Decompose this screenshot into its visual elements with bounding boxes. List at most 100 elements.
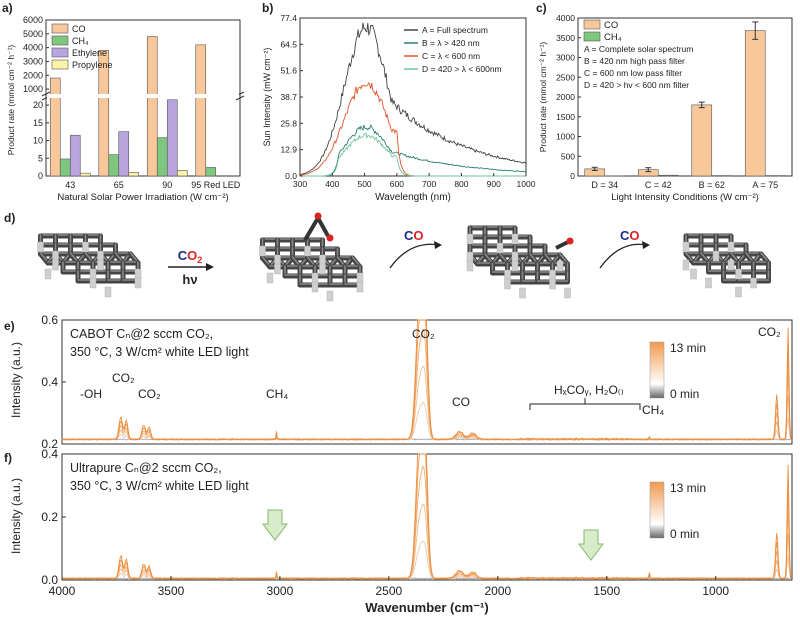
note-1: B = 420 nm high pass filter bbox=[584, 56, 685, 66]
ytick-0: 0.2 bbox=[41, 437, 58, 451]
bar-1-3 bbox=[205, 167, 217, 177]
bond-highlight bbox=[685, 252, 695, 263]
co2-adsorbate bbox=[303, 212, 334, 242]
hydrogen bbox=[97, 259, 104, 271]
hydrogen bbox=[311, 281, 319, 293]
panel-c-notes: A = Complete solar spectrum B = 420 nm hi… bbox=[584, 44, 693, 90]
panel-b: b) 0.0 12.9 25.8 38.7 51.6 64.5 77.4 300 400 500… bbox=[262, 1, 536, 203]
ytick-7: 3500 bbox=[556, 33, 575, 43]
product-co-2: CO bbox=[620, 228, 640, 243]
ytick-1: 12.9 bbox=[280, 145, 297, 155]
panel-b-frame bbox=[299, 17, 527, 177]
legend-swatch-0 bbox=[583, 19, 601, 30]
panel-e-spectra bbox=[61, 319, 792, 442]
ytick-2: 25.8 bbox=[280, 118, 297, 128]
panel-f-colorbar: 13 min 0 min bbox=[649, 481, 706, 541]
panel-f-ylabel: Intensity (a.u.) bbox=[9, 478, 23, 554]
legend-swatch-0 bbox=[51, 23, 69, 34]
ytick-3: 1500 bbox=[556, 112, 575, 122]
xtick-0: 43 bbox=[65, 180, 75, 190]
xtick-5: 1500 bbox=[593, 584, 620, 598]
hydrogen bbox=[735, 286, 742, 298]
anno-co2-a: CO₂ bbox=[112, 371, 135, 385]
legend-label-3: Propylene bbox=[72, 60, 113, 70]
ytick-up-5: 6000 bbox=[23, 15, 43, 25]
bar-0-2 bbox=[146, 36, 158, 177]
ytick-0: 0 bbox=[570, 171, 575, 181]
ytick-low-2: 10 bbox=[33, 136, 43, 146]
panel-e: e) 0.2 0.4 0.6 Intensity (a.u.) CABOT Cₙ@2… bbox=[4, 313, 793, 451]
hydrogen bbox=[549, 269, 556, 281]
spectrum-5 bbox=[61, 319, 792, 442]
ytick-0: 0.0 bbox=[285, 171, 297, 181]
hydrogen bbox=[690, 268, 697, 280]
colorbar-f bbox=[649, 481, 665, 539]
ytick-1: 0.2 bbox=[41, 510, 58, 524]
panel-c: c) 0 500 1000 1500 2000 2500 3000 3500 4000 D = … bbox=[536, 1, 793, 203]
down-arrow-hxco bbox=[578, 529, 604, 561]
condition-hv: hν bbox=[182, 272, 197, 287]
panel-b-yticks: 0.0 12.9 25.8 38.7 51.6 64.5 77.4 bbox=[280, 13, 303, 181]
panel-b-xticks: 300 400 500 600 700 800 900 1000 bbox=[293, 173, 536, 189]
co-adsorbate bbox=[555, 237, 574, 250]
xtick-2: B = 62 bbox=[699, 180, 725, 190]
hydrogen bbox=[104, 286, 112, 298]
ytick-2: 1000 bbox=[556, 132, 575, 142]
ytick-low-3: 15 bbox=[33, 118, 43, 128]
graphene-flake-2 bbox=[259, 237, 364, 302]
ytick-5: 2500 bbox=[556, 72, 575, 82]
panel-c-xticks: D = 34 C = 42 B = 62 A = 75 bbox=[591, 180, 778, 190]
anno-hxco: HₓCOᵧ, H₂O₍₎ bbox=[554, 383, 624, 397]
legend-swatch-3 bbox=[51, 59, 69, 70]
anno-bracket bbox=[529, 398, 641, 410]
panel-a-xlabel: Natural Solar Power Irradiation (W cm⁻²) bbox=[57, 192, 228, 203]
panel-a-bars bbox=[47, 36, 239, 177]
hydrogen bbox=[466, 260, 474, 272]
xtick-6: 1000 bbox=[702, 584, 729, 598]
panel-e-ylabel: Intensity (a.u.) bbox=[9, 342, 23, 418]
spectrum-0 bbox=[299, 22, 526, 176]
ytick-2: 0.6 bbox=[41, 313, 58, 327]
hydrogen bbox=[356, 272, 364, 284]
bar-0-0 bbox=[49, 77, 61, 177]
hydrogen bbox=[496, 242, 504, 254]
colorbar-e-min: 0 min bbox=[670, 387, 699, 401]
anno-co: CO bbox=[452, 395, 470, 409]
panel-e-yticks: 0.2 0.4 0.6 bbox=[41, 313, 66, 451]
panel-f-yticks: 0.0 0.2 0.4 bbox=[41, 447, 66, 587]
xtick-2: 3000 bbox=[267, 584, 294, 598]
hydrogen bbox=[52, 250, 59, 262]
hydrogen bbox=[319, 254, 326, 266]
panel-f-xlabel: Wavenumber (cm⁻¹) bbox=[365, 600, 488, 615]
panel-d-label: d) bbox=[4, 211, 15, 225]
panel-c-yticks: 0 500 1000 1500 2000 2500 3000 3500 4000 bbox=[556, 13, 581, 181]
ytick-low-1: 5 bbox=[38, 153, 43, 163]
colorbar-f-max: 13 min bbox=[670, 481, 706, 495]
legend-label-2: Ethylene bbox=[72, 48, 107, 58]
panel-e-label: e) bbox=[4, 319, 15, 333]
panel-b-lines bbox=[299, 22, 526, 177]
xtick-1: C = 42 bbox=[645, 180, 672, 190]
panel-c-bars bbox=[584, 21, 786, 177]
ytick-6: 77.4 bbox=[280, 13, 297, 23]
panel-c-label: c) bbox=[536, 1, 547, 15]
bar-2-1 bbox=[118, 131, 130, 177]
xtick-2: 500 bbox=[357, 179, 371, 189]
note-3: D = 420 > hv < 600 nm filter bbox=[584, 80, 689, 90]
ytick-2: 0.4 bbox=[41, 447, 58, 461]
panel-a-xticks: 43 65 90 95 Red LED bbox=[65, 180, 241, 190]
hydrogen bbox=[266, 272, 274, 284]
xtick-4: 700 bbox=[422, 179, 436, 189]
panel-a: a) 0 5 10 15 20 1000 2000 3000 4000 5000 6000 43 65… bbox=[2, 1, 245, 203]
hydrogen bbox=[504, 278, 511, 290]
xtick-3: 95 Red LED bbox=[191, 180, 241, 190]
legend-label-0: CO bbox=[604, 20, 618, 31]
reaction-arrow-3: CO bbox=[599, 228, 650, 269]
legend-label-2: C = λ < 600 nm bbox=[422, 51, 480, 61]
xtick-5: 800 bbox=[454, 179, 468, 189]
bar-1-2 bbox=[156, 137, 168, 177]
xtick-3: A = 75 bbox=[752, 180, 778, 190]
legend-swatch-1 bbox=[583, 31, 601, 42]
panel-e-colorbar: 13 min 0 min bbox=[649, 341, 706, 401]
